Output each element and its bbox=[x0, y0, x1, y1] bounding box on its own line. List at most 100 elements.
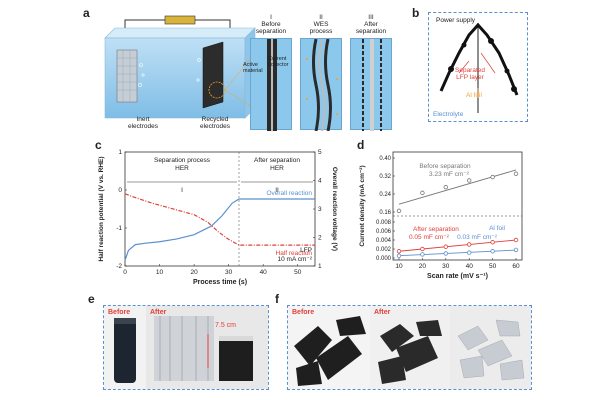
data-point bbox=[490, 240, 495, 245]
fit-line-1 bbox=[398, 169, 517, 205]
y-right-tick-label: 2 bbox=[318, 235, 322, 242]
x-tick-label: 40 bbox=[260, 269, 268, 276]
data-point bbox=[443, 185, 448, 190]
recycled-electrode bbox=[202, 41, 224, 109]
fit-line-2 bbox=[398, 239, 517, 252]
separated-lfp-label: Separated LFP layer bbox=[455, 67, 485, 82]
y-tick-label: 0.40 bbox=[379, 156, 391, 162]
y-right-tick-label: 5 bbox=[318, 149, 322, 156]
x-tick-label: 20 bbox=[190, 269, 198, 276]
current-collector-label: Current collector bbox=[268, 56, 289, 69]
data-point bbox=[396, 249, 402, 254]
data-point bbox=[466, 250, 472, 255]
step-title-1: Before separation bbox=[255, 21, 287, 36]
y-tick-label: 0.008 bbox=[376, 220, 392, 226]
x-tick-label: 30 bbox=[442, 263, 450, 270]
chart-c-frame bbox=[124, 151, 316, 267]
region-title-2: HER bbox=[270, 165, 284, 172]
power-supply-label: Power supply bbox=[436, 17, 476, 24]
data-point bbox=[443, 251, 448, 256]
data-point bbox=[513, 237, 519, 243]
after-separation-illustration bbox=[362, 39, 382, 131]
y-axis-label: Current density (mA cm⁻²) bbox=[359, 165, 366, 246]
panel-b-frame bbox=[428, 12, 528, 122]
data-point bbox=[490, 249, 495, 254]
panel-letter-d: d bbox=[357, 138, 365, 152]
data-point bbox=[420, 252, 425, 257]
data-point bbox=[420, 246, 425, 252]
step-title-3: After separation bbox=[355, 21, 387, 36]
series-capacitance-1: 3.23 mF cm⁻² bbox=[429, 171, 470, 178]
y-right-tick-label: 1 bbox=[318, 263, 322, 270]
y-right-axis-label: Overall reaction voltage (V) bbox=[331, 167, 338, 251]
region-title-1: Separation process bbox=[154, 157, 211, 164]
panel-letter-c: c bbox=[95, 138, 102, 152]
series-line-overall bbox=[124, 198, 315, 261]
panel-e-after-label: After bbox=[150, 309, 167, 316]
series-line-half bbox=[124, 193, 315, 246]
y-right-tick-label: 4 bbox=[318, 178, 322, 185]
y-left-tick-label: -2 bbox=[116, 263, 122, 270]
y-tick-label: 0.32 bbox=[379, 174, 391, 180]
chart-d-frame bbox=[392, 151, 523, 261]
region-numeral-1: I bbox=[181, 187, 183, 194]
before-separation-illustration bbox=[267, 39, 277, 131]
series-label: Half reaction bbox=[276, 250, 313, 257]
series-name-2: After separation bbox=[413, 226, 459, 233]
x-tick-label: 0 bbox=[123, 269, 127, 276]
step-box-2 bbox=[300, 38, 342, 132]
fit-line-3 bbox=[398, 249, 517, 257]
step-title-2: WES process bbox=[309, 21, 333, 36]
region-numeral-2: II bbox=[275, 187, 279, 194]
scrap-photo-f bbox=[288, 306, 531, 389]
data-point bbox=[443, 244, 448, 249]
electrode-photo-e bbox=[104, 306, 268, 389]
series-name-1: Before separation bbox=[419, 163, 471, 170]
x-tick-label: 20 bbox=[419, 263, 427, 270]
panel-f-before-label: Before bbox=[292, 309, 315, 316]
inert-electrode bbox=[116, 49, 138, 103]
battery-icon bbox=[164, 15, 196, 25]
panel-letter-a: a bbox=[83, 6, 90, 20]
electrolyte-label: Electrolyte bbox=[433, 111, 464, 118]
series-capacitance-2: 0.05 mF cm⁻² bbox=[409, 234, 450, 241]
series-name-3: Al foil bbox=[489, 225, 505, 232]
x-tick-label: 30 bbox=[225, 269, 233, 276]
region-title-1: HER bbox=[175, 165, 189, 172]
step-box-3 bbox=[350, 38, 392, 131]
y-tick-label: 0.24 bbox=[379, 192, 391, 198]
electrolysis-tank-illustration bbox=[104, 15, 265, 119]
y-left-tick-label: -1 bbox=[116, 225, 122, 232]
data-point bbox=[396, 253, 402, 258]
x-axis-label: Process time (s) bbox=[193, 279, 247, 286]
step-numeral-1: I bbox=[270, 14, 272, 21]
x-tick-label: 40 bbox=[466, 263, 474, 270]
y-tick-label: 0.002 bbox=[376, 247, 392, 253]
step-numeral-3: III bbox=[368, 14, 374, 21]
series-capacitance-3: 0.03 mF cm⁻² bbox=[457, 234, 498, 241]
y-left-tick-label: 1 bbox=[118, 149, 122, 156]
series-label: Overall reaction bbox=[266, 190, 312, 197]
recycled-electrodes-label: Recycled electrodes bbox=[200, 116, 230, 131]
al-foil-label: Al foil bbox=[466, 92, 482, 99]
panel-e-before-label: Before bbox=[108, 309, 131, 316]
step-box-1 bbox=[250, 38, 292, 131]
y-tick-label: 0.000 bbox=[376, 256, 392, 262]
chart-scan-rate: 10 20 30 40 50 60 0.16 0.24 0.32 0.40 0.000 0.002 0.… bbox=[359, 151, 523, 280]
panel-letter-e: e bbox=[88, 292, 95, 306]
data-point bbox=[513, 247, 519, 253]
x-tick-label: 50 bbox=[294, 269, 302, 276]
data-point bbox=[420, 190, 425, 196]
y-tick-label: 0.006 bbox=[376, 229, 392, 235]
panel-e-frame bbox=[103, 305, 269, 390]
x-tick-label: 10 bbox=[395, 263, 403, 270]
data-point bbox=[396, 208, 402, 214]
panel-letter-f: f bbox=[275, 292, 279, 306]
data-point bbox=[466, 242, 472, 247]
panel-f-frame bbox=[287, 305, 532, 390]
separation-photo-illustration bbox=[439, 22, 519, 113]
active-material-label: Active material bbox=[243, 62, 263, 75]
x-axis-label: Scan rate (mV s⁻¹) bbox=[427, 273, 488, 280]
data-point bbox=[513, 171, 519, 176]
